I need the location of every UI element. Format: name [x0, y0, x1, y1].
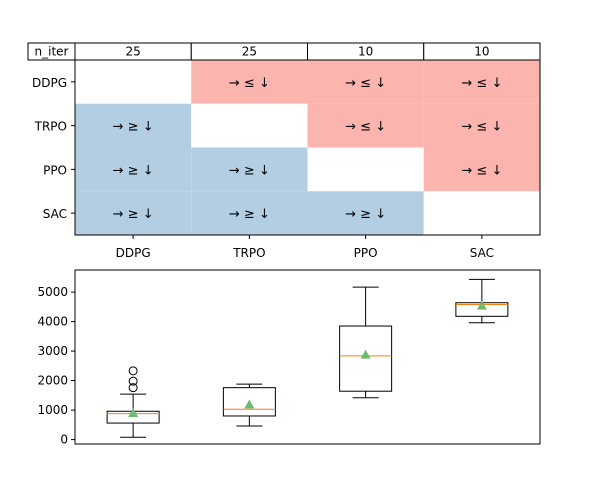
box-plot: 0 1000 2000 3000 4000 5000 [37, 269, 541, 447]
row-label: TRPO [34, 120, 67, 134]
table-cell [191, 60, 308, 104]
table-cell-label: → ≥ ↓ [345, 207, 386, 222]
table-cell-label: → ≤ ↓ [345, 76, 386, 91]
table-cell [307, 60, 424, 104]
table-cell [191, 147, 308, 192]
table-cell [307, 147, 424, 192]
table-cell-label: → ≤ ↓ [229, 76, 270, 91]
column-label: TRPO [232, 246, 265, 260]
table-frame [74, 59, 541, 236]
column-label: SAC [470, 246, 494, 260]
box [222, 387, 276, 417]
table-cell-label: → ≥ ↓ [113, 207, 154, 222]
header-value: 10 [474, 45, 489, 59]
table-cell [191, 191, 308, 235]
column-label: PPO [354, 246, 378, 260]
table-cell [423, 60, 540, 104]
y-tick-label: 1000 [37, 403, 68, 417]
flier-point [128, 383, 138, 393]
comparison-table: n_iter 25 25 10 10 → ≤ ↓ → ≤ ↓ → ≤ ↓ → ≥ ↓ → ≤ ↓ →… [27, 42, 541, 260]
mean-marker [128, 408, 139, 418]
y-tick-label: 0 [60, 433, 68, 447]
table-cell-label: → ≤ ↓ [461, 76, 502, 91]
box [339, 325, 393, 392]
table-cell [75, 191, 192, 235]
table-cell [423, 191, 540, 235]
flier-point [128, 376, 138, 386]
table-cell [191, 103, 308, 148]
table-cell-label: → ≥ ↓ [113, 163, 154, 178]
table-cell-label: → ≥ ↓ [229, 163, 270, 178]
y-tick-label: 2000 [37, 374, 68, 388]
header-value: 25 [125, 45, 140, 59]
mean-marker [360, 349, 371, 359]
plot-frame [74, 269, 541, 445]
table-cell [75, 147, 192, 192]
y-tick-label: 3000 [37, 344, 68, 358]
y-tick-label: 5000 [37, 285, 68, 299]
y-tick-label: 4000 [37, 315, 68, 329]
column-label: DDPG [116, 246, 151, 260]
header-value: 25 [242, 45, 257, 59]
table-cell-label: → ≤ ↓ [461, 120, 502, 135]
table-cell [307, 191, 424, 235]
table-cell [75, 103, 192, 148]
table-cell [423, 147, 540, 192]
header-value: 10 [358, 45, 373, 59]
table-cell-label: → ≥ ↓ [113, 120, 154, 135]
table-cell-label: → ≤ ↓ [461, 163, 502, 178]
row-label: SAC [43, 207, 67, 221]
row-label: PPO [43, 163, 67, 177]
table-cell [307, 103, 424, 148]
table-cell-label: → ≥ ↓ [229, 207, 270, 222]
flier-point [128, 366, 138, 376]
mean-marker [244, 399, 255, 409]
table-cell [75, 60, 192, 104]
row-label: DDPG [32, 76, 67, 90]
table-cell-label: → ≤ ↓ [345, 120, 386, 135]
mean-marker [476, 300, 487, 310]
header-label: n_iter [35, 45, 69, 59]
table-cell [423, 103, 540, 148]
